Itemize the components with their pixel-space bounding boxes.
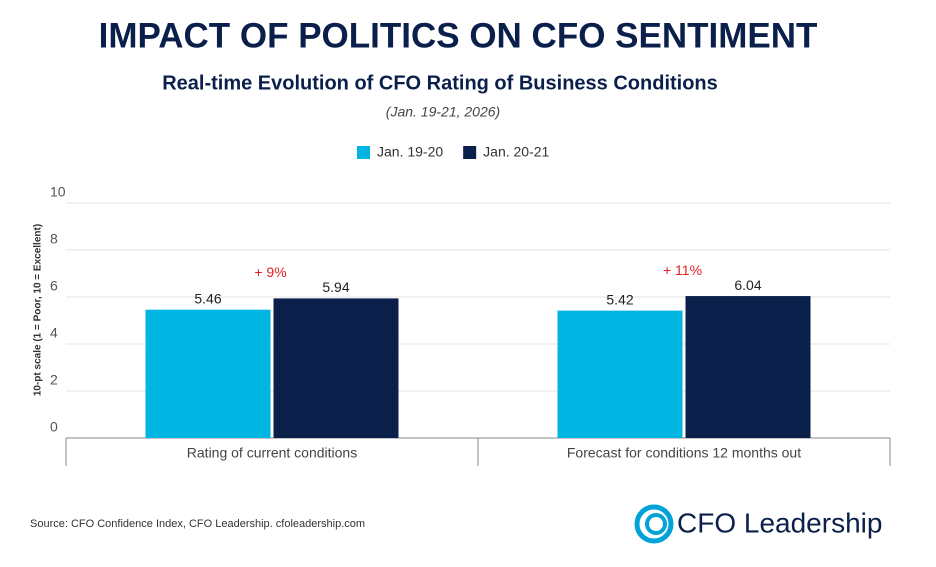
legend-swatch bbox=[357, 146, 370, 159]
legend-label: Jan. 19-20 bbox=[377, 144, 443, 160]
x-tick-label: Forecast for conditions 12 months out bbox=[567, 445, 801, 461]
legend-label: Jan. 20-21 bbox=[483, 144, 549, 160]
chart-title: IMPACT OF POLITICS ON CFO SENTIMENT bbox=[99, 16, 818, 55]
bar bbox=[557, 310, 683, 438]
logo-ring-inner bbox=[645, 513, 667, 535]
chart-subtitle: Real-time Evolution of CFO Rating of Bus… bbox=[162, 72, 718, 94]
y-tick-label: 6 bbox=[50, 278, 58, 294]
y-tick-label: 8 bbox=[50, 231, 58, 247]
logo: CFO Leadership bbox=[634, 504, 882, 544]
logo-text: CFO Leadership bbox=[677, 507, 882, 538]
bar bbox=[145, 309, 271, 438]
value-label: 5.42 bbox=[606, 291, 633, 307]
source-note: Source: CFO Confidence Index, CFO Leader… bbox=[30, 518, 365, 530]
change-annotation: + 11% bbox=[663, 262, 702, 278]
bar bbox=[685, 296, 811, 438]
legend-swatch bbox=[463, 146, 477, 159]
y-tick-label: 4 bbox=[50, 325, 58, 341]
y-axis-label: 10-pt scale (1 = Poor, 10 = Excellent) bbox=[33, 224, 44, 396]
value-label: 6.04 bbox=[734, 277, 761, 293]
y-tick-label: 0 bbox=[50, 419, 58, 435]
y-tick-label: 10 bbox=[50, 184, 66, 200]
x-tick-label: Rating of current conditions bbox=[187, 445, 357, 461]
y-tick-label: 2 bbox=[50, 372, 58, 388]
change-annotation: + 9% bbox=[254, 264, 286, 280]
value-label: 5.46 bbox=[194, 290, 221, 306]
bar bbox=[273, 298, 399, 438]
date-note: (Jan. 19-21, 2026) bbox=[386, 104, 500, 120]
logo-ring bbox=[634, 504, 674, 544]
value-label: 5.94 bbox=[322, 279, 349, 295]
